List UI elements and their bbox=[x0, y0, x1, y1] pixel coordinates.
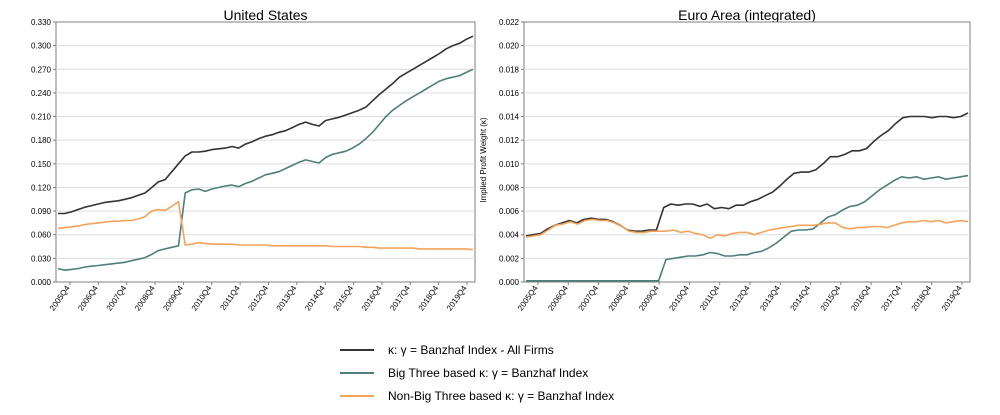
series-line-1 bbox=[58, 35, 474, 215]
y-axis-label: Implied Profit Weight (κ) bbox=[479, 117, 488, 203]
y-tick-label: 0.330 bbox=[31, 18, 52, 27]
x-tick-label: 2018Q4 bbox=[417, 284, 441, 313]
y-tick-label: 0.014 bbox=[499, 113, 520, 122]
x-tick-label: 2013Q4 bbox=[758, 284, 782, 313]
x-tick-label: 2019Q4 bbox=[445, 284, 469, 313]
y-tick-label: 0.020 bbox=[499, 42, 520, 51]
x-tick-label: 2005Q4 bbox=[48, 284, 72, 313]
y-tick-label: 0.060 bbox=[31, 231, 52, 240]
y-tick-label: 0.120 bbox=[31, 183, 52, 192]
series-line-2 bbox=[526, 174, 969, 282]
x-tick-label: 2007Q4 bbox=[105, 284, 129, 313]
plot-area bbox=[55, 21, 476, 283]
x-tick-label: 2009Q4 bbox=[637, 284, 661, 313]
legend-item: Non-Big Three based κ: γ = Banzhaf Index bbox=[340, 389, 614, 403]
x-tick-label: 2019Q4 bbox=[940, 284, 964, 313]
x-tick-label: 2015Q4 bbox=[819, 284, 843, 313]
y-tick-label: 0.004 bbox=[499, 231, 520, 240]
x-tick-label: 2014Q4 bbox=[789, 284, 813, 313]
y-tick-label: 0.000 bbox=[499, 278, 520, 287]
x-tick-label: 2009Q4 bbox=[161, 284, 185, 313]
y-tick-label: 0.000 bbox=[31, 278, 52, 287]
x-tick-label: 2016Q4 bbox=[360, 284, 384, 313]
chart-panel-1: United States 0.000 0.030 0.060 0.090 0.120 0.… bbox=[31, 7, 476, 313]
x-tick-label: 2008Q4 bbox=[133, 284, 157, 313]
chart-panels: United States 0.000 0.030 0.060 0.090 0.120 0.… bbox=[31, 7, 971, 313]
y-tick-label: 0.010 bbox=[499, 160, 520, 169]
x-tick-label: 2011Q4 bbox=[698, 284, 722, 312]
y-tick-label: 0.002 bbox=[499, 254, 520, 263]
chart-title: Euro Area (integrated) bbox=[678, 7, 816, 23]
x-tick-label: 2005Q4 bbox=[516, 284, 540, 313]
legend-item: κ: γ = Banzhaf Index - All Firms bbox=[340, 343, 554, 357]
y-tick-label: 0.210 bbox=[31, 113, 52, 122]
x-tick-label: 2014Q4 bbox=[303, 284, 327, 313]
y-tick-label: 0.018 bbox=[499, 65, 520, 74]
legend-label: Big Three based κ: γ = Banzhaf Index bbox=[388, 366, 588, 380]
y-tick-label: 0.016 bbox=[499, 89, 520, 98]
x-tick-label: 2017Q4 bbox=[879, 284, 903, 313]
series-line-1 bbox=[525, 112, 969, 237]
y-tick-label: 0.030 bbox=[31, 254, 52, 263]
x-tick-label: 2007Q4 bbox=[577, 284, 601, 313]
x-tick-label: 2017Q4 bbox=[388, 284, 412, 313]
legend-label: Non-Big Three based κ: γ = Banzhaf Index bbox=[388, 389, 614, 403]
x-tick-label: 2008Q4 bbox=[607, 284, 631, 313]
x-tick-label: 2012Q4 bbox=[728, 284, 752, 313]
series-line-3 bbox=[525, 218, 969, 240]
legend: κ: γ = Banzhaf Index - All Firms Big Thre… bbox=[340, 343, 614, 403]
y-tick-label: 0.090 bbox=[31, 207, 52, 216]
x-tick-label: 2006Q4 bbox=[76, 284, 100, 313]
x-tick-label: 2010Q4 bbox=[190, 284, 214, 313]
x-tick-label: 2016Q4 bbox=[849, 284, 873, 313]
y-tick-label: 0.270 bbox=[31, 65, 52, 74]
y-tick-label: 0.150 bbox=[31, 160, 52, 169]
y-tick-label: 0.022 bbox=[499, 18, 520, 27]
x-tick-label: 2013Q4 bbox=[275, 284, 299, 313]
x-tick-label: 2015Q4 bbox=[332, 284, 356, 313]
series-line-2 bbox=[57, 68, 474, 272]
x-tick-label: 2006Q4 bbox=[546, 284, 570, 313]
x-tick-label: 2010Q4 bbox=[667, 284, 691, 313]
x-tick-label: 2012Q4 bbox=[246, 284, 270, 313]
y-tick-label: 0.008 bbox=[499, 183, 520, 192]
y-tick-label: 0.240 bbox=[31, 89, 52, 98]
y-tick-label: 0.180 bbox=[31, 136, 52, 145]
x-tick-label: 2011Q4 bbox=[218, 284, 242, 312]
plot-area bbox=[523, 21, 971, 283]
y-tick-label: 0.006 bbox=[499, 207, 520, 216]
y-tick-label: 0.012 bbox=[499, 136, 520, 145]
chart-panel-2: Euro Area (integrated) 0.000 0.002 0.004 0.0… bbox=[479, 7, 971, 313]
chart-title: United States bbox=[223, 7, 307, 23]
x-tick-label: 2018Q4 bbox=[910, 284, 934, 313]
series-line-3 bbox=[57, 200, 474, 251]
legend-label: κ: γ = Banzhaf Index - All Firms bbox=[388, 343, 554, 357]
y-tick-label: 0.300 bbox=[31, 42, 52, 51]
legend-item: Big Three based κ: γ = Banzhaf Index bbox=[340, 366, 588, 380]
